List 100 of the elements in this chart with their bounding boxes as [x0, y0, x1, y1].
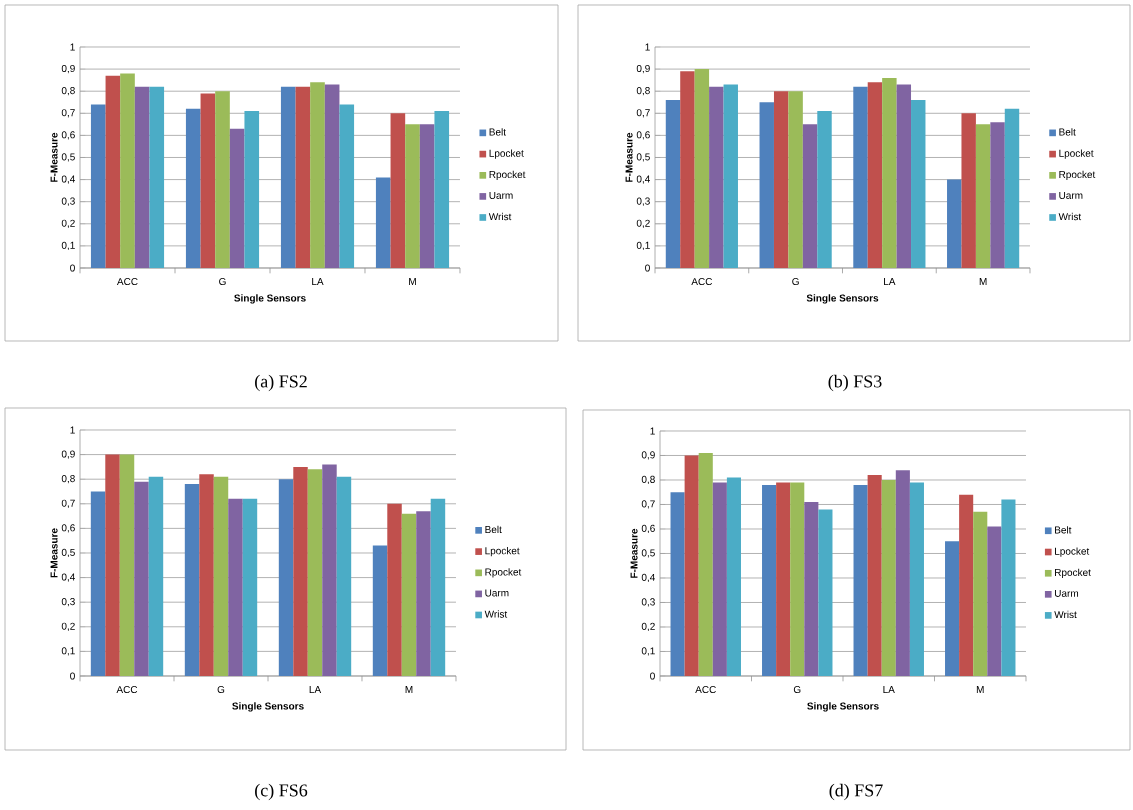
x-tick-label: M: [979, 278, 987, 285]
legend-label: Lpocket: [489, 149, 524, 159]
bar: [372, 545, 388, 676]
y-tick-label: 0,7: [641, 500, 655, 509]
bar: [434, 111, 450, 268]
legend-label: Uarm: [485, 589, 509, 597]
bar: [90, 104, 106, 268]
y-tick-label: 0,1: [641, 647, 655, 656]
bar: [1004, 108, 1020, 268]
y-tick-label: 0,9: [636, 64, 650, 74]
bar: [336, 476, 352, 676]
bar: [134, 481, 149, 676]
y-tick-label: 0,9: [61, 64, 75, 74]
bar: [973, 511, 988, 676]
legend-label: Uarm: [489, 191, 513, 199]
y-tick-label: 0,3: [61, 197, 75, 206]
y-tick-label: 0,1: [61, 241, 75, 251]
y-tick-label: 0,6: [61, 524, 75, 533]
bar: [712, 482, 727, 676]
bar: [853, 484, 868, 676]
y-tick-label: 0,2: [61, 622, 75, 631]
bar: [105, 454, 120, 676]
x-axis-title: Single Sensors: [234, 294, 306, 304]
y-tick-label: 1: [70, 43, 75, 51]
text: (b) FS3: [828, 374, 882, 392]
bar: [975, 124, 991, 268]
bar: [790, 482, 805, 676]
bar: [119, 454, 135, 676]
x-tick-label: LA: [309, 686, 322, 693]
bar: [430, 498, 446, 676]
x-tick-label: G: [217, 686, 225, 694]
bar: [867, 475, 882, 676]
legend-label: Rpocket: [485, 568, 522, 578]
y-tick-label: 1: [650, 427, 655, 435]
x-tick-label: ACC: [116, 686, 138, 694]
legend-label: Belt: [485, 525, 502, 534]
y-tick-label: 0,6: [641, 524, 655, 534]
y-axis-title: F-Measure: [625, 132, 633, 182]
x-tick-label: G: [793, 686, 801, 694]
bar: [853, 86, 868, 268]
bar: [759, 102, 774, 268]
bar: [322, 464, 337, 676]
y-tick-label: 0,9: [641, 451, 655, 460]
bar: [90, 491, 106, 676]
bar: [895, 470, 910, 676]
bar: [776, 482, 791, 676]
bar: [802, 124, 818, 268]
y-tick-label: 0,1: [636, 241, 650, 251]
x-tick-label: G: [219, 278, 226, 286]
y-tick-label: 0,3: [61, 598, 75, 607]
bar: [134, 86, 150, 268]
y-tick-label: 0: [650, 672, 655, 680]
bar: [987, 526, 1002, 676]
x-tick-label: M: [405, 686, 413, 693]
bar: [149, 86, 165, 268]
bar: [817, 111, 832, 268]
bar: [416, 511, 431, 676]
y-tick-label: 0,5: [636, 153, 650, 162]
bar: [881, 479, 896, 676]
y-tick-label: 0,5: [61, 153, 75, 162]
legend-label: Wrist: [1058, 212, 1082, 221]
y-tick-label: 0,2: [636, 219, 650, 228]
bar: [961, 113, 976, 268]
y-tick-label: 0,4: [641, 573, 655, 583]
bar: [280, 86, 296, 268]
bar: [684, 455, 699, 676]
x-tick-label: M: [409, 278, 416, 285]
bar: [818, 509, 833, 676]
bar: [773, 91, 789, 268]
y-tick-label: 0: [70, 672, 75, 680]
bar: [709, 86, 724, 268]
y-tick-label: 0,4: [61, 175, 75, 184]
legend-label: Rpocket: [1055, 568, 1091, 578]
bar: [387, 503, 402, 676]
y-tick-label: 0,5: [641, 549, 655, 558]
legend-label: Belt: [489, 128, 506, 136]
bar: [213, 476, 229, 676]
y-tick-label: 0,3: [641, 598, 655, 607]
bar: [228, 498, 243, 676]
bar: [229, 128, 245, 268]
bar: [1001, 499, 1016, 676]
bar: [375, 177, 391, 268]
x-tick-label: ACC: [691, 278, 713, 286]
x-axis-title: Single Sensors: [806, 294, 879, 304]
y-tick-label: 0,1: [61, 647, 75, 656]
bar: [867, 82, 883, 268]
legend-label: Belt: [1059, 128, 1076, 136]
x-tick-label: LA: [883, 686, 895, 693]
x-tick-label: ACC: [695, 686, 716, 694]
y-tick-label: 0,4: [636, 175, 650, 184]
legend-label: Lpocket: [485, 546, 520, 557]
y-axis-title: F-Measure: [50, 528, 58, 578]
bar: [148, 476, 164, 676]
y-tick-label: 0,8: [61, 475, 75, 484]
y-tick-label: 0,7: [636, 109, 650, 118]
bar: [419, 124, 435, 268]
bar: [242, 498, 258, 676]
bar: [896, 84, 912, 268]
bar: [310, 82, 325, 268]
y-axis-title: F-Measure: [630, 528, 638, 578]
